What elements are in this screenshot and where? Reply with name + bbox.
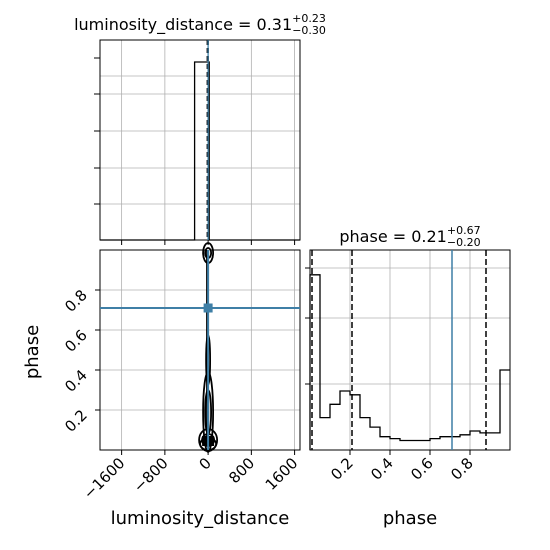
x-tick-label: −1600 — [80, 454, 129, 503]
histogram-step — [309, 274, 510, 450]
phase-title: phase = 0.21+0.67 −0.20 — [339, 224, 480, 249]
panel-frame — [99, 39, 301, 241]
x-tick-label: 800 — [225, 454, 258, 487]
histogram-step — [100, 61, 300, 241]
panel-frame — [309, 249, 511, 451]
truth-marker — [203, 303, 213, 313]
luminosity-distance-title: luminosity_distance = 0.31+0.23 −0.30 — [74, 12, 326, 37]
x-tick-label: 0.8 — [447, 454, 477, 484]
luminosity-distance-title-main: luminosity_distance = 0.31 — [74, 15, 292, 35]
x-tick-label: 1600 — [262, 454, 302, 494]
x-axis-label-luminosity-distance: luminosity_distance — [111, 508, 290, 529]
x-tick-label: 0 — [195, 454, 214, 473]
luminosity-distance-histogram — [94, 39, 301, 245]
phase-title-upper: +0.67 — [447, 224, 481, 237]
luminosity-distance-title-upper: +0.23 — [292, 12, 326, 25]
y-tick-label: 0.2 — [61, 406, 91, 436]
phase-vs-luminosity-distance-panel: −1600 −800 0 800 1600 0.2 0.4 0.6 0.8 — [61, 242, 302, 503]
luminosity-distance-title-lower: −0.30 — [292, 24, 326, 37]
x-tick-label: −800 — [130, 454, 172, 496]
y-tick-label: 0.6 — [61, 326, 91, 356]
y-tick-label: 0.8 — [61, 286, 91, 316]
y-axis-label-phase: phase — [22, 325, 43, 379]
x-tick-label: 0.2 — [327, 454, 357, 484]
phase-title-lower: −0.20 — [447, 236, 481, 249]
phase-histogram: 0.2 0.4 0.6 0.8 — [305, 249, 511, 484]
x-axis-label-phase: phase — [383, 508, 437, 529]
x-tick-label: 0.6 — [407, 454, 437, 484]
phase-title-main: phase = 0.21 — [339, 227, 446, 246]
x-tick-label: 0.4 — [367, 454, 397, 484]
panel-frame — [99, 249, 301, 451]
y-tick-label: 0.4 — [61, 366, 91, 396]
